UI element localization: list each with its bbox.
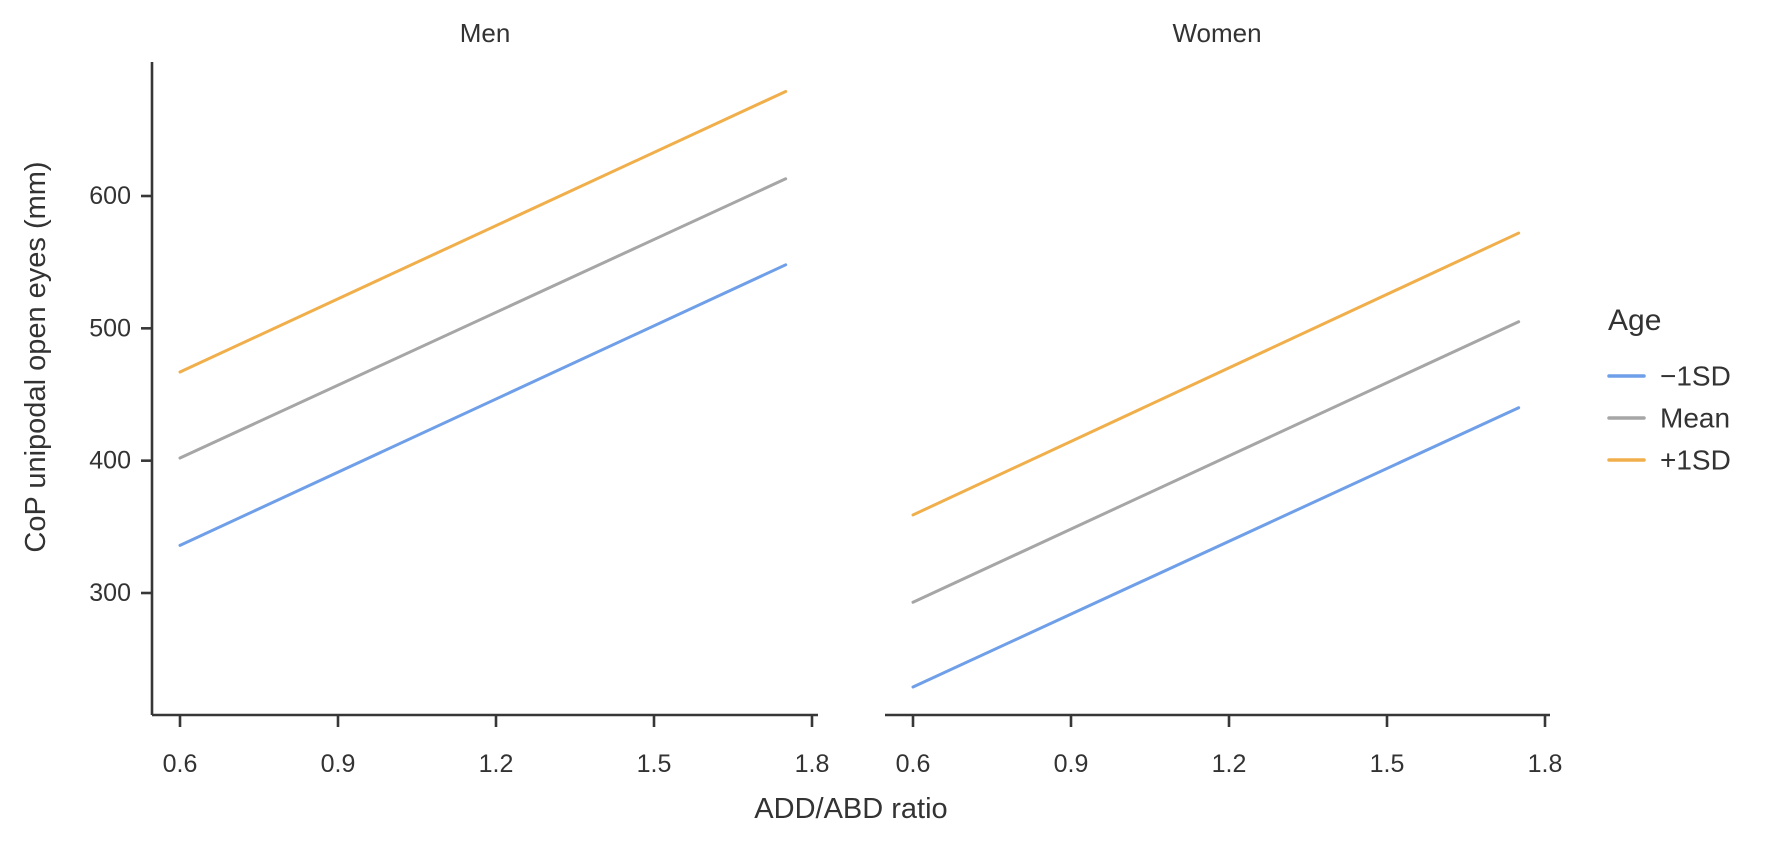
series-line-men-plus-1sd bbox=[178, 89, 788, 374]
x-tick-label: 0.9 bbox=[321, 750, 356, 778]
y-tick-label: 400 bbox=[89, 447, 131, 475]
series-line-women-mean bbox=[911, 320, 1521, 604]
x-axis-title: ADD/ABD ratio bbox=[754, 793, 947, 825]
legend-item: Mean bbox=[1607, 403, 1730, 434]
y-tick-label: 300 bbox=[89, 579, 131, 607]
legend: Age −1SD Mean +1SD bbox=[1607, 304, 1731, 476]
facet-title-men: Men bbox=[460, 18, 511, 48]
x-tick-label: 1.5 bbox=[637, 750, 672, 778]
series-line-women-plus-1sd bbox=[911, 231, 1521, 517]
facet-title-women: Women bbox=[1172, 18, 1261, 48]
x-tick-label: 1.5 bbox=[1370, 750, 1405, 778]
legend-item: −1SD bbox=[1607, 361, 1731, 392]
x-tick-label: 0.6 bbox=[163, 750, 198, 778]
y-tick-label: 600 bbox=[89, 182, 131, 210]
legend-item-label-mean: Mean bbox=[1660, 403, 1730, 434]
y-tick-label: 500 bbox=[89, 314, 131, 342]
x-tick-label: 1.2 bbox=[479, 750, 514, 778]
legend-item-label-minus-1sd: −1SD bbox=[1660, 361, 1731, 392]
x-tick-label: 0.9 bbox=[1054, 750, 1089, 778]
y-axis-title: CoP unipodal open eyes (mm) bbox=[20, 161, 52, 552]
legend-item-label-plus-1sd: +1SD bbox=[1660, 445, 1731, 476]
x-tick-label: 1.8 bbox=[795, 750, 830, 778]
legend-item: +1SD bbox=[1607, 445, 1731, 476]
axes-layer bbox=[150, 62, 1550, 717]
x-tick-label: 0.6 bbox=[896, 750, 931, 778]
series-layer bbox=[178, 89, 1521, 689]
series-line-men-minus-1sd bbox=[178, 263, 788, 547]
x-tick-label: 1.2 bbox=[1212, 750, 1247, 778]
ticks-layer: 300 400 500 600 0.6 0.9 1.2 1.5 1.8 0.6 0.9 1.2 1.5 1… bbox=[89, 182, 1562, 778]
series-line-women-minus-1sd bbox=[911, 406, 1521, 689]
series-line-men-mean bbox=[178, 177, 788, 460]
legend-title: Age bbox=[1608, 304, 1661, 337]
x-tick-label: 1.8 bbox=[1528, 750, 1563, 778]
